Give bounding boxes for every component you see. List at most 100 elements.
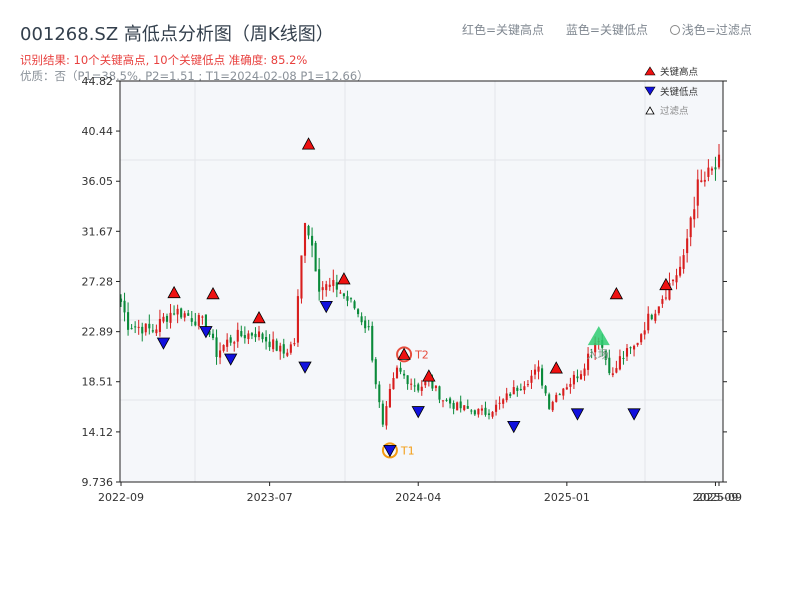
candle-body bbox=[572, 374, 575, 385]
candle-body bbox=[413, 385, 416, 387]
candle-body bbox=[399, 367, 402, 372]
candle-body bbox=[349, 298, 353, 300]
candle-body bbox=[523, 386, 526, 391]
candle-body bbox=[229, 337, 232, 343]
x-tick-label: 2025-09 bbox=[692, 491, 738, 504]
key-high-marker bbox=[301, 137, 316, 150]
candle-body bbox=[484, 407, 487, 415]
header-legend: 红色=关键高点 蓝色=关键低点 浅色=过滤点 bbox=[462, 21, 770, 38]
candle-body bbox=[403, 373, 406, 376]
candle-body bbox=[307, 225, 310, 236]
candle-body bbox=[385, 406, 388, 426]
candle-body bbox=[636, 342, 639, 345]
key-low-marker bbox=[319, 300, 333, 314]
key-low-marker bbox=[224, 353, 238, 366]
candle-body bbox=[151, 330, 154, 332]
candle-body bbox=[201, 316, 204, 318]
candle-body bbox=[325, 284, 328, 291]
candle-body bbox=[137, 326, 140, 328]
candle-body bbox=[240, 331, 243, 337]
candle-body bbox=[176, 308, 179, 315]
candle-body bbox=[625, 348, 629, 357]
plot-area bbox=[120, 81, 723, 482]
entry-marker bbox=[587, 326, 610, 346]
candle-body bbox=[608, 357, 611, 374]
y-tick-label: 18.51 bbox=[82, 376, 114, 389]
y-tick-label: 14.12 bbox=[82, 426, 114, 439]
candle-body bbox=[364, 320, 367, 329]
candle-body bbox=[381, 403, 384, 425]
candle-body bbox=[265, 337, 268, 342]
grid-lines bbox=[120, 81, 723, 482]
candle-body bbox=[321, 287, 324, 291]
candle-body bbox=[335, 282, 338, 290]
candle-body bbox=[675, 275, 678, 283]
chart-legend: 关键高点 关键低点 过滤点 bbox=[644, 66, 699, 117]
target-ring-icon bbox=[396, 346, 413, 363]
y-tick-label: 31.67 bbox=[82, 225, 114, 238]
candle-body bbox=[491, 411, 494, 417]
candle-body bbox=[388, 388, 391, 408]
candle-body bbox=[544, 386, 547, 394]
candle-body bbox=[190, 318, 193, 322]
legend-filter-text: 浅色=过滤点 bbox=[681, 23, 752, 37]
candle-body bbox=[332, 279, 335, 286]
candle-body bbox=[395, 367, 399, 379]
target-ring-icon bbox=[381, 442, 398, 459]
key-low-marker bbox=[570, 408, 585, 421]
candle-body bbox=[618, 356, 621, 370]
candle-body bbox=[679, 266, 682, 276]
candle-body bbox=[346, 296, 349, 301]
y-tick-label: 36.05 bbox=[82, 175, 114, 188]
candle-body bbox=[197, 315, 200, 326]
candle-body bbox=[194, 321, 197, 326]
candle-body bbox=[654, 313, 657, 321]
candle-body bbox=[696, 179, 699, 206]
key-low-annotation: T1 bbox=[400, 444, 415, 457]
candle-body bbox=[633, 345, 636, 350]
key-high-marker bbox=[609, 286, 624, 300]
legend-high-label: 关键高点 bbox=[660, 66, 699, 78]
candle-body bbox=[562, 388, 565, 396]
x-tick-label: 2024-04 bbox=[395, 491, 441, 504]
candle-body bbox=[643, 330, 646, 335]
candle-body bbox=[714, 167, 717, 170]
candle-body bbox=[615, 368, 618, 373]
candle-body bbox=[420, 386, 423, 391]
markers: T2 T1 入场 bbox=[156, 137, 673, 459]
candle-body bbox=[551, 401, 554, 411]
candle-body bbox=[410, 383, 413, 385]
candle-body bbox=[250, 333, 253, 336]
x-tick-label: 2023-07 bbox=[247, 491, 293, 504]
candle-body bbox=[530, 375, 533, 383]
candle-body bbox=[275, 340, 278, 351]
candle-body bbox=[226, 339, 229, 347]
key-high-marker bbox=[659, 277, 673, 291]
key-low-marker bbox=[627, 408, 641, 421]
candle-body bbox=[279, 345, 282, 352]
y-axis: 9.736 14.12 18.51 22.89 27.28 31.67 36.05 40.44… bbox=[82, 75, 727, 489]
key-high-marker bbox=[167, 285, 181, 299]
candle-body bbox=[456, 402, 459, 411]
candle-body bbox=[208, 330, 211, 335]
candle-body bbox=[509, 393, 512, 396]
candle-body bbox=[392, 378, 395, 390]
x-tick-label: 2025-01 bbox=[544, 491, 590, 504]
key-low-marker bbox=[298, 361, 312, 374]
candle-body bbox=[640, 334, 643, 343]
legend-red-text: 红色=关键高点 bbox=[462, 23, 545, 37]
candle-body bbox=[611, 373, 614, 376]
candle-body bbox=[286, 352, 289, 356]
quality-line: 优质：否（P1=38.5%, P2=1.51 ; T1=2024-02-08 P… bbox=[20, 69, 369, 83]
candle-body bbox=[587, 353, 590, 370]
candle-body bbox=[466, 406, 469, 409]
key-high-marker bbox=[397, 347, 411, 360]
candle-body bbox=[123, 300, 126, 313]
chart-title: 001268.SZ 高低点分析图（周K线图） bbox=[20, 24, 334, 45]
key-low-marker bbox=[507, 421, 521, 434]
candle-body bbox=[682, 255, 685, 269]
candle-body bbox=[710, 168, 713, 171]
candle-body bbox=[158, 318, 161, 332]
candle-body bbox=[473, 410, 476, 415]
